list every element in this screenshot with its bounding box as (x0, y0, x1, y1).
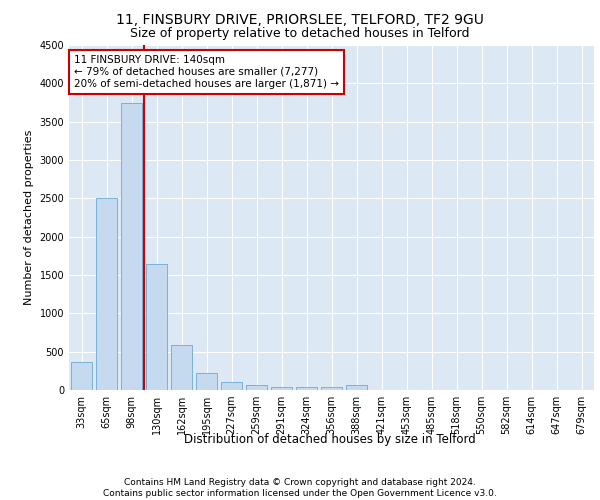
Bar (321, 387, 342, 390)
Text: Contains HM Land Registry data © Crown copyright and database right 2024.
Contai: Contains HM Land Registry data © Crown c… (103, 478, 497, 498)
Bar (146, 264, 167, 390)
Bar (246, 386, 267, 390)
Bar (121, 102, 142, 390)
Bar (171, 345, 192, 390)
Y-axis label: Number of detached properties: Number of detached properties (24, 130, 34, 305)
Bar (96, 198, 117, 390)
Text: 11, FINSBURY DRIVE, PRIORSLEE, TELFORD, TF2 9GU: 11, FINSBURY DRIVE, PRIORSLEE, TELFORD, … (116, 12, 484, 26)
Text: 11 FINSBURY DRIVE: 140sqm
← 79% of detached houses are smaller (7,277)
20% of se: 11 FINSBURY DRIVE: 140sqm ← 79% of detac… (74, 56, 339, 88)
Text: Size of property relative to detached houses in Telford: Size of property relative to detached ho… (130, 28, 470, 40)
Bar (271, 386, 292, 390)
Bar (221, 382, 242, 390)
Bar (196, 373, 217, 390)
Text: Distribution of detached houses by size in Telford: Distribution of detached houses by size … (184, 432, 476, 446)
Bar (346, 385, 367, 390)
Bar (296, 387, 317, 390)
Bar (71, 362, 92, 390)
